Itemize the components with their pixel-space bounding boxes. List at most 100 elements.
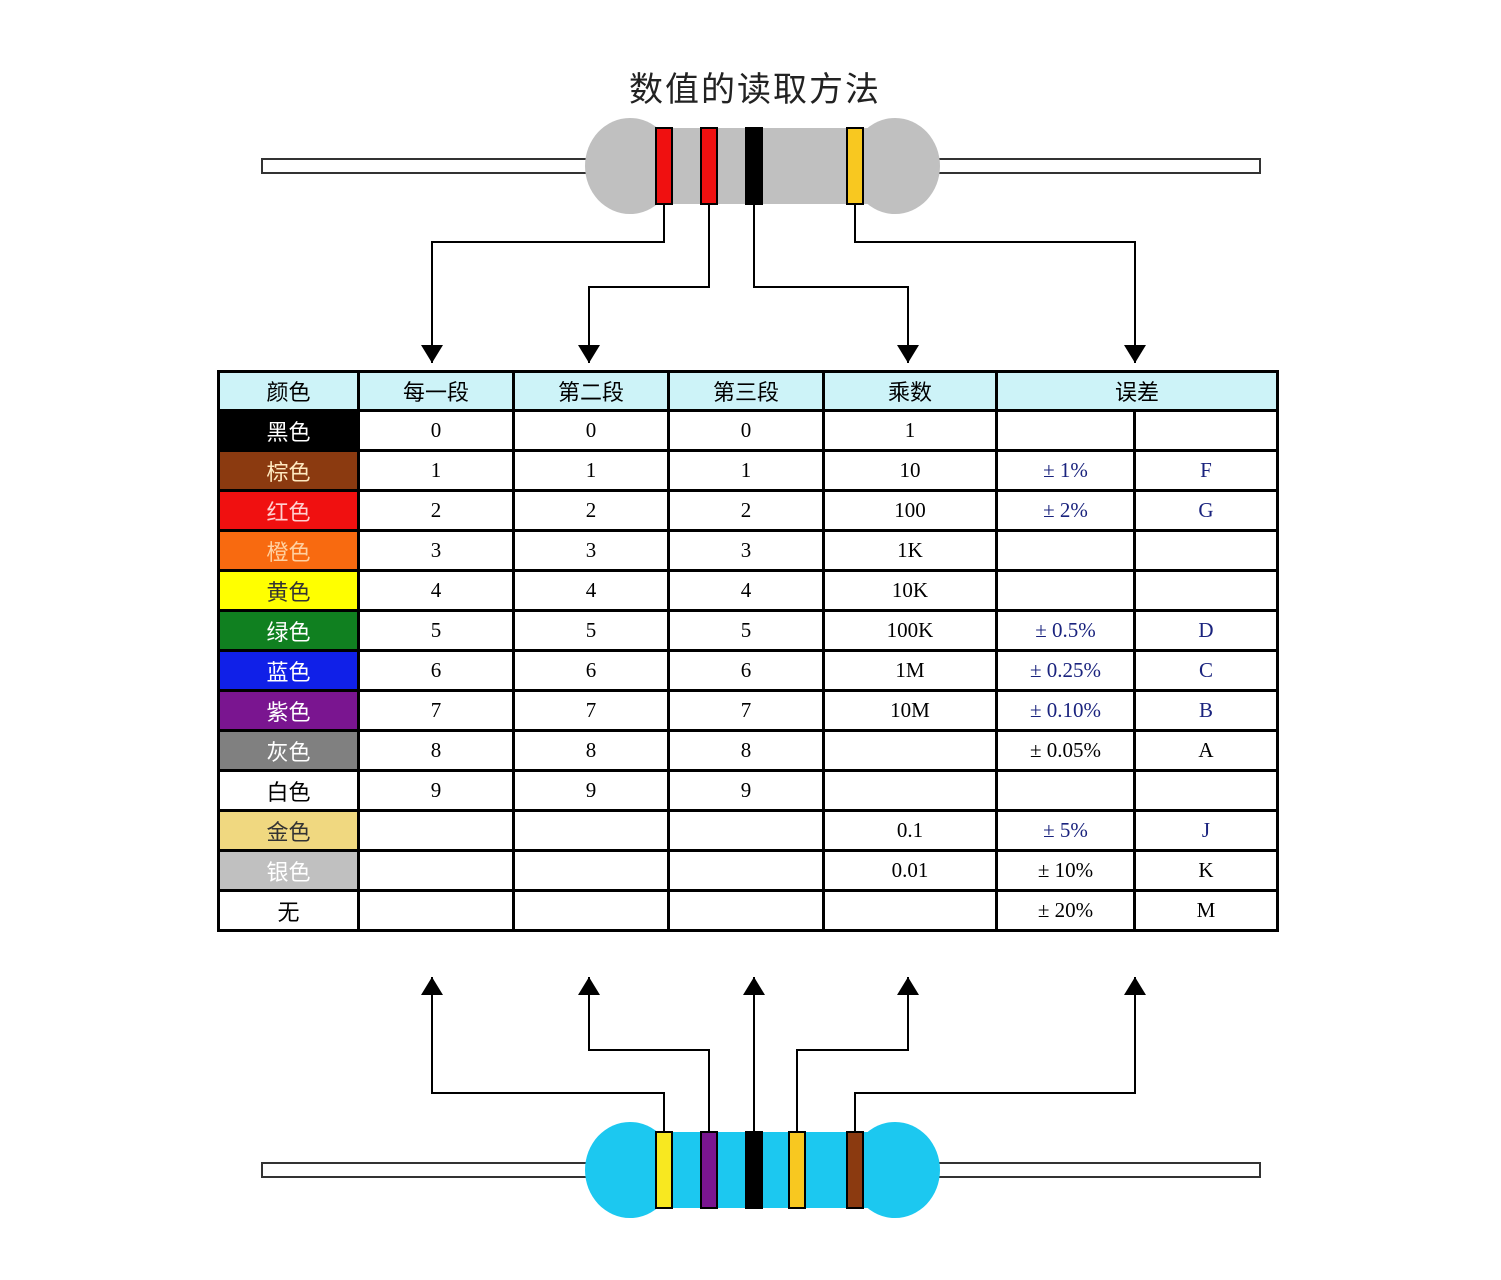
table-row: 紫色 7 7 7 10M ± 0.10% B	[217, 689, 1279, 732]
digit2-cell: 5	[512, 609, 670, 652]
color-code-table: 颜色 每一段 第二段 第三段 乘数 误差 黑色 0 0 0 1 棕色 1 1 1 10 ± 1% F 红…	[217, 370, 1279, 932]
digit2-cell: 9	[512, 769, 670, 812]
tolerance-code-cell	[1133, 409, 1279, 452]
digit3-cell	[667, 889, 825, 932]
tolerance-code-cell: A	[1133, 729, 1279, 772]
arrowhead-icon	[578, 345, 600, 363]
header-tolerance: 误差	[995, 370, 1279, 412]
digit1-cell	[357, 809, 515, 852]
table-row: 灰色 8 8 8 ± 0.05% A	[217, 729, 1279, 772]
arrowhead-icon	[1124, 977, 1146, 995]
digit3-cell	[667, 849, 825, 892]
multiplier-cell: 10	[822, 449, 998, 492]
tolerance-cell	[995, 769, 1136, 812]
digit3-cell: 2	[667, 489, 825, 532]
table-row: 银色 0.01 ± 10% K	[217, 849, 1279, 892]
tolerance-code-cell: B	[1133, 689, 1279, 732]
color-cell: 无	[217, 889, 360, 932]
digit1-cell: 6	[357, 649, 515, 692]
pointer-line	[854, 205, 1136, 363]
arrowhead-icon	[743, 977, 765, 995]
multiplier-cell: 0.01	[822, 849, 998, 892]
table-row: 橙色 3 3 3 1K	[217, 529, 1279, 572]
tolerance-cell	[995, 409, 1136, 452]
arrowhead-icon	[578, 977, 600, 995]
multiplier-cell: 0.1	[822, 809, 998, 852]
tolerance-cell: ± 10%	[995, 849, 1136, 892]
digit2-cell	[512, 889, 670, 932]
digit3-cell	[667, 809, 825, 852]
table-row: 红色 2 2 2 100 ± 2% G	[217, 489, 1279, 532]
pointer-line	[753, 205, 909, 363]
table-row: 无 ± 20% M	[217, 889, 1279, 932]
multiplier-cell: 100K	[822, 609, 998, 652]
tolerance-code-cell	[1133, 769, 1279, 812]
top-resistor-band	[655, 127, 673, 205]
top-resistor-band	[745, 127, 763, 205]
multiplier-cell: 10K	[822, 569, 998, 612]
bottom-resistor-band	[655, 1131, 673, 1209]
table-row: 金色 0.1 ± 5% J	[217, 809, 1279, 852]
header-color: 颜色	[217, 370, 360, 412]
color-cell: 黑色	[217, 409, 360, 452]
pointer-line	[431, 977, 665, 1132]
table-row: 黄色 4 4 4 10K	[217, 569, 1279, 612]
tolerance-cell: ± 20%	[995, 889, 1136, 932]
bottom-resistor-band	[846, 1131, 864, 1209]
pointer-line	[588, 205, 710, 363]
tolerance-cell: ± 0.10%	[995, 689, 1136, 732]
multiplier-cell	[822, 729, 998, 772]
digit3-cell: 4	[667, 569, 825, 612]
table-row: 绿色 5 5 5 100K ± 0.5% D	[217, 609, 1279, 652]
pointer-line	[588, 977, 710, 1132]
top-resistor-band	[700, 127, 718, 205]
header-digit1: 每一段	[357, 370, 515, 412]
tolerance-cell: ± 5%	[995, 809, 1136, 852]
tolerance-cell	[995, 529, 1136, 572]
multiplier-cell: 1	[822, 409, 998, 452]
color-cell: 黄色	[217, 569, 360, 612]
tolerance-code-cell	[1133, 529, 1279, 572]
digit1-cell: 3	[357, 529, 515, 572]
table-row: 蓝色 6 6 6 1M ± 0.25% C	[217, 649, 1279, 692]
color-cell: 白色	[217, 769, 360, 812]
bottom-resistor-band	[745, 1131, 763, 1209]
digit3-cell: 8	[667, 729, 825, 772]
digit3-cell: 5	[667, 609, 825, 652]
multiplier-cell: 10M	[822, 689, 998, 732]
arrowhead-icon	[1124, 345, 1146, 363]
tolerance-cell: ± 0.5%	[995, 609, 1136, 652]
arrowhead-icon	[421, 977, 443, 995]
digit3-cell: 7	[667, 689, 825, 732]
tolerance-code-cell: J	[1133, 809, 1279, 852]
digit3-cell: 3	[667, 529, 825, 572]
header-digit2: 第二段	[512, 370, 670, 412]
digit3-cell: 1	[667, 449, 825, 492]
digit1-cell: 2	[357, 489, 515, 532]
color-cell: 红色	[217, 489, 360, 532]
digit1-cell: 5	[357, 609, 515, 652]
tolerance-code-cell: G	[1133, 489, 1279, 532]
digit2-cell: 0	[512, 409, 670, 452]
table-row: 棕色 1 1 1 10 ± 1% F	[217, 449, 1279, 492]
digit2-cell: 2	[512, 489, 670, 532]
tolerance-cell	[995, 569, 1136, 612]
top-resistor-band	[846, 127, 864, 205]
arrowhead-icon	[897, 345, 919, 363]
digit1-cell: 9	[357, 769, 515, 812]
color-cell: 灰色	[217, 729, 360, 772]
multiplier-cell: 1M	[822, 649, 998, 692]
bottom-resistor-band	[788, 1131, 806, 1209]
header-digit3: 第三段	[667, 370, 825, 412]
color-cell: 橙色	[217, 529, 360, 572]
pointer-line	[431, 205, 665, 363]
digit1-cell: 7	[357, 689, 515, 732]
tolerance-cell: ± 1%	[995, 449, 1136, 492]
color-cell: 金色	[217, 809, 360, 852]
tolerance-code-cell	[1133, 569, 1279, 612]
digit3-cell: 6	[667, 649, 825, 692]
pointer-line	[854, 977, 1136, 1132]
digit3-cell: 0	[667, 409, 825, 452]
digit1-cell: 0	[357, 409, 515, 452]
